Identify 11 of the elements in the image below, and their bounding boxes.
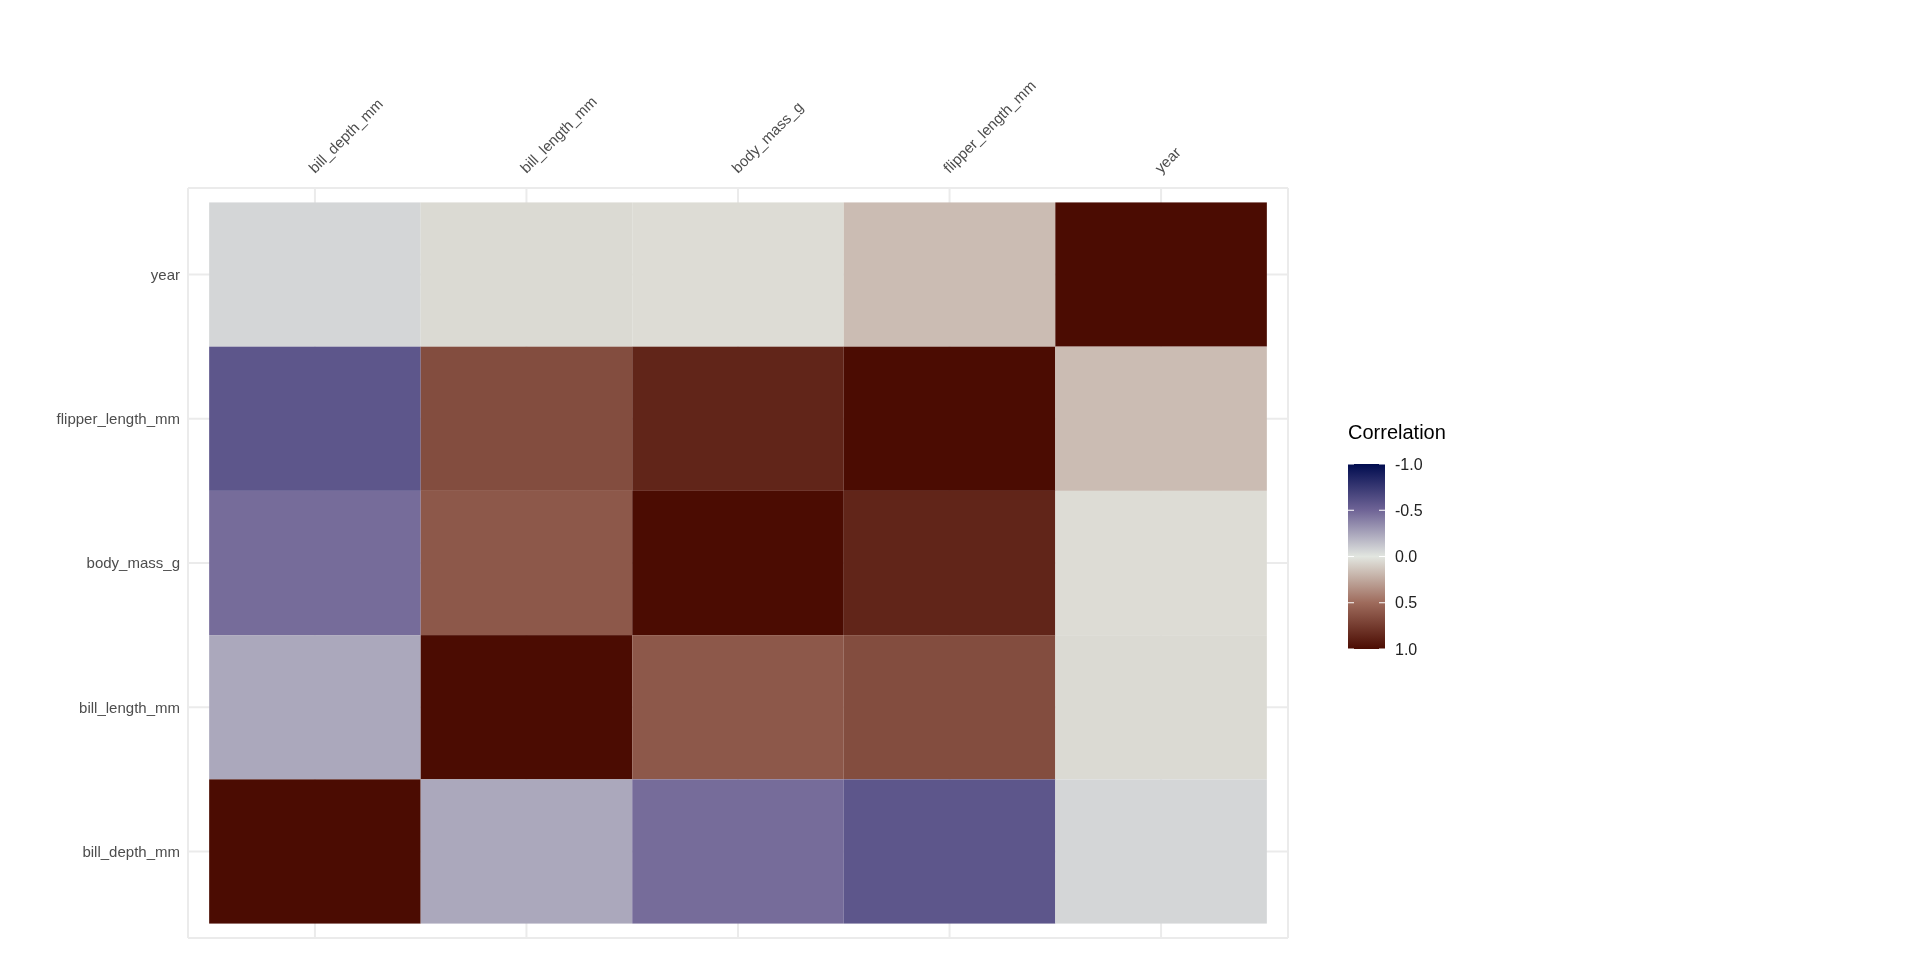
color-bar-label: -1.0 xyxy=(1395,455,1423,473)
color-bar-label: 1.0 xyxy=(1395,640,1418,658)
y-tick-label: bill_length_mm xyxy=(79,698,180,716)
color-bar-label: 0.0 xyxy=(1395,548,1418,565)
y-tick-label: flipper_length_mm xyxy=(56,410,180,428)
color-bar-label: -0.5 xyxy=(1395,501,1423,519)
y-tick-label: bill_depth_mm xyxy=(82,842,180,860)
y-tick-label: body_mass_g xyxy=(86,554,180,572)
color-bar-label: 0.5 xyxy=(1395,594,1418,612)
y-tick-label: year xyxy=(150,265,180,283)
legend-title: Correlation xyxy=(1348,421,1447,444)
